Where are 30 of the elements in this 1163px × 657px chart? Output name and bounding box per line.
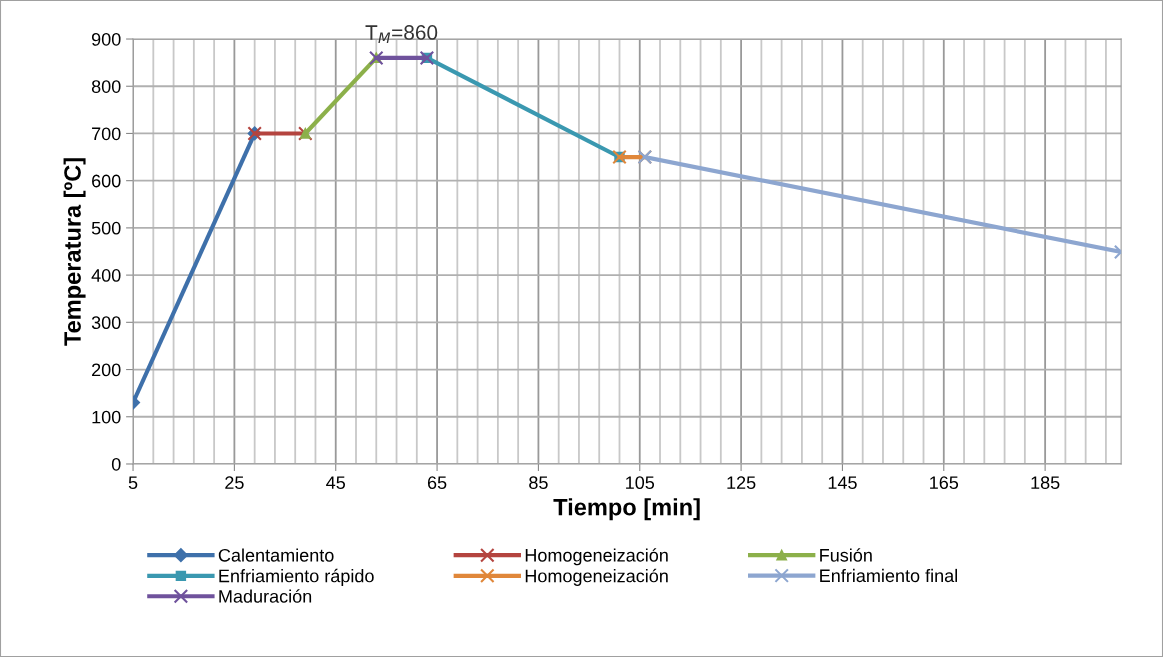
x-tick-label: 105 (626, 476, 655, 490)
y-axis-title: Temperatura [ºC] (63, 158, 86, 346)
x-tick-label: 165 (930, 476, 959, 490)
x-tick-label: 5 (128, 476, 138, 490)
x-tick-label: 65 (427, 476, 447, 490)
y-tick-label: 300 (91, 316, 121, 330)
y-tick-label: 100 (92, 410, 121, 424)
x-tick-label: 85 (529, 476, 548, 490)
y-tick-label: 0 (111, 457, 121, 471)
x-tick-label: 45 (326, 476, 346, 490)
annotation: T$_{M}$=860 (365, 25, 438, 44)
legend-label: Fusión (820, 548, 872, 562)
x-tick-label: 125 (727, 476, 756, 490)
legend-label: Enfriamiento rápido (219, 568, 374, 586)
x-tick-label: 145 (828, 476, 857, 490)
x-tick-label: 25 (225, 476, 244, 490)
legend-label: Homogeneización (525, 568, 668, 586)
legend-label: Calentamiento (218, 548, 334, 562)
y-tick-label: 600 (92, 174, 121, 188)
y-tick-label: 900 (91, 32, 121, 46)
y-tick-label: 200 (92, 363, 121, 377)
y-tick-label: 800 (91, 80, 121, 93)
y-tick-label: 500 (91, 221, 121, 235)
y-tick-label: 400 (91, 269, 121, 282)
legend-label: Homogeneización (525, 548, 668, 566)
legend-label: Enfriamiento final (820, 568, 957, 583)
y-tick-label: 700 (92, 127, 121, 141)
x-tick-label: 185 (1031, 476, 1060, 490)
x-axis-title: Tiempo [min] (553, 498, 700, 521)
legend-label: Maduración (219, 589, 312, 603)
